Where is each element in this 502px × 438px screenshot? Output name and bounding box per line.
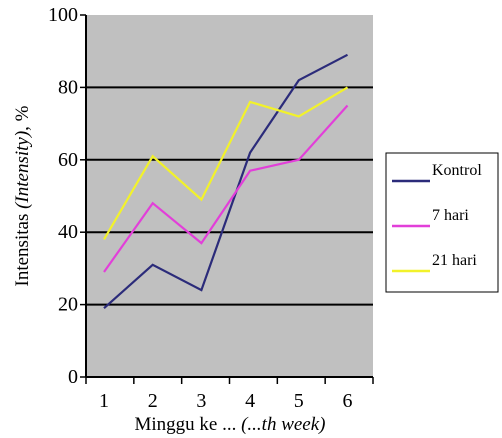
y-tick-label: 80 (58, 76, 78, 98)
series-line-2 (103, 86, 349, 240)
x-tick-label: 4 (245, 390, 255, 412)
y-tick-label: 60 (58, 149, 78, 171)
legend-label: 7 hari (432, 207, 469, 224)
x-axis: 1 2 3 4 5 6 (85, 376, 374, 412)
y-axis: 0 20 40 60 80 100 (48, 4, 87, 388)
x-tick-label: 3 (196, 390, 206, 412)
x-tick-label: 5 (294, 390, 304, 412)
gridlines (86, 86, 373, 306)
legend-box (385, 152, 499, 293)
y-axis-title: Intensitas (Intensity), % (12, 105, 33, 286)
x-tick-label: 2 (148, 390, 158, 412)
y-tick-label: 100 (48, 4, 78, 26)
x-axis-title: Minggu ke ... (...th week) (134, 414, 325, 435)
y-tick-label: 40 (58, 221, 78, 243)
y-tick-label: 0 (68, 366, 78, 388)
x-tick-label: 6 (343, 390, 353, 412)
x-tick-label: 1 (99, 390, 109, 412)
legend: Kontrol 7 hari 21 hari (385, 152, 499, 293)
y-tick-label: 20 (58, 294, 78, 316)
series-lines (103, 53, 349, 310)
series-line-0 (103, 53, 349, 310)
legend-label: 21 hari (432, 252, 477, 269)
series-line-1 (103, 104, 349, 273)
plot-area (86, 15, 373, 377)
legend-label: Kontrol (432, 162, 482, 179)
